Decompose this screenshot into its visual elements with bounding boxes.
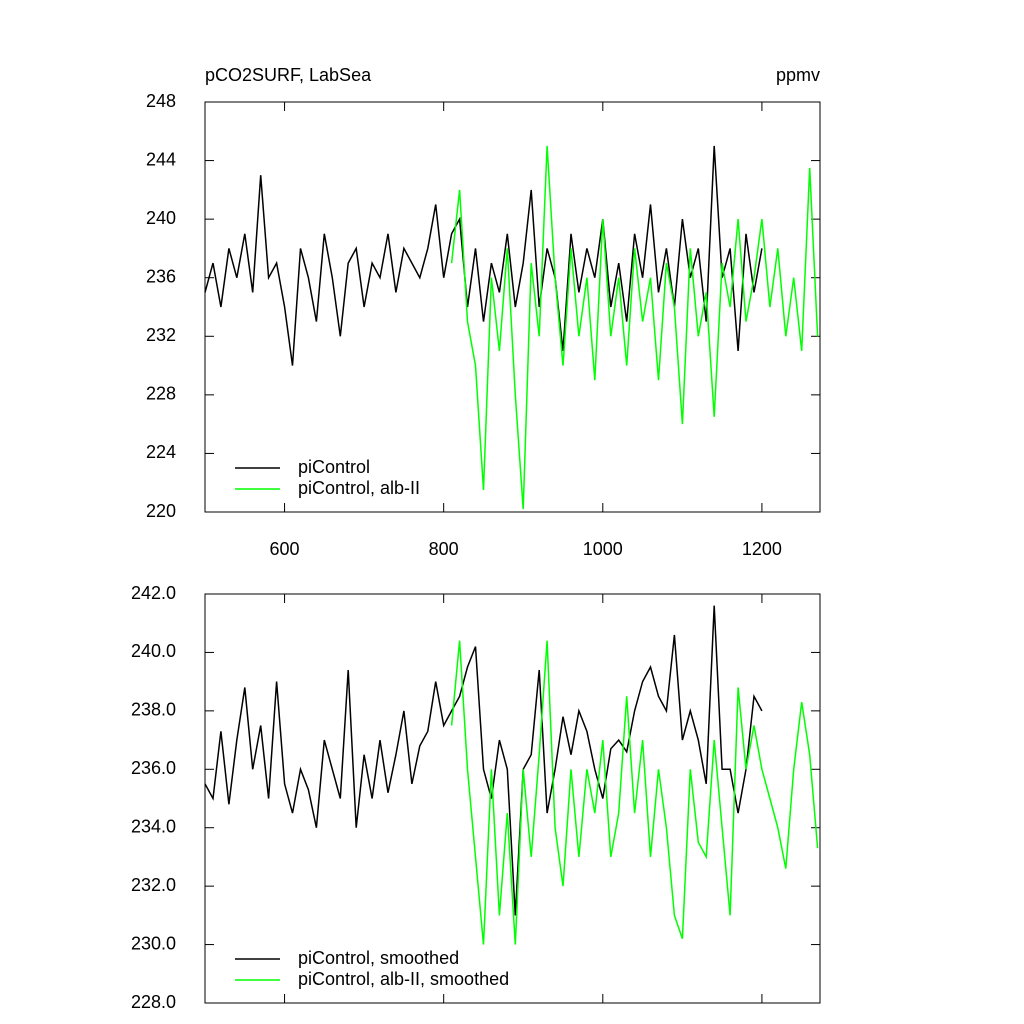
y-tick-label: 248 xyxy=(146,91,176,111)
legend-label: piControl, smoothed xyxy=(298,948,459,968)
y-tick-label: 238.0 xyxy=(131,700,176,720)
y-tick-label: 236 xyxy=(146,266,176,286)
plot-frame xyxy=(204,101,821,513)
series-line xyxy=(204,145,763,366)
x-tick-label: 1000 xyxy=(583,539,623,559)
y-tick-label: 244 xyxy=(146,149,176,169)
y-tick-label: 240.0 xyxy=(131,641,176,661)
y-tick-label: 220 xyxy=(146,501,176,521)
units-label: ppmv xyxy=(776,65,820,85)
legend-label: piControl, alb-II xyxy=(298,478,420,498)
x-tick-label: 1200 xyxy=(742,539,782,559)
y-tick-label: 228.0 xyxy=(131,992,176,1012)
legend-label: piControl xyxy=(298,457,370,477)
y-tick-label: 240 xyxy=(146,208,176,228)
x-tick-label: 800 xyxy=(429,539,459,559)
y-tick-label: 242.0 xyxy=(131,583,176,603)
legend-label: piControl, alb-II, smoothed xyxy=(298,969,509,989)
series-line xyxy=(450,640,819,945)
y-tick-label: 232.0 xyxy=(131,875,176,895)
series-line xyxy=(204,605,763,916)
y-tick-label: 232 xyxy=(146,325,176,345)
chart-title: pCO2SURF, LabSea xyxy=(205,65,372,85)
y-tick-label: 224 xyxy=(146,442,176,462)
x-tick-label: 600 xyxy=(270,539,300,559)
y-tick-label: 234.0 xyxy=(131,816,176,836)
series-line xyxy=(450,145,819,510)
y-tick-label: 228 xyxy=(146,384,176,404)
y-tick-label: 230.0 xyxy=(131,933,176,953)
y-tick-label: 236.0 xyxy=(131,758,176,778)
plot-frame xyxy=(204,593,821,1004)
